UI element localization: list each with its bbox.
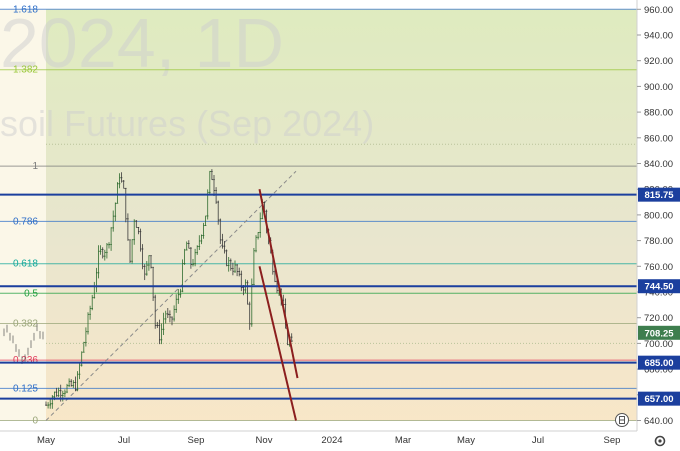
price-tag-657.00: [638, 391, 680, 406]
price-tick-label: 840.00: [644, 159, 673, 170]
price-tick-label: 680.00: [644, 365, 673, 376]
price-tick-label: 940.00: [644, 31, 673, 42]
price-tick-label: 880.00: [644, 108, 673, 119]
horizontal-lines[interactable]: [0, 193, 637, 400]
trendline-path[interactable]: [45, 170, 297, 421]
watermark-subtitle: soil Futures (Sep 2024): [0, 103, 374, 144]
current-price-text: 708.25: [644, 328, 674, 339]
fib-label-1.618: 1.618: [13, 4, 38, 15]
trendline[interactable]: [45, 170, 297, 421]
price-tick-label: 900.00: [644, 82, 673, 93]
price-tick-label: 760.00: [644, 262, 673, 273]
fib-label-0.125: 0.125: [13, 383, 38, 394]
fib-label-0.786: 0.786: [13, 216, 38, 227]
price-tick-label: 920.00: [644, 56, 673, 67]
fib-label-1: 1: [32, 161, 38, 172]
price-tick-label: 720.00: [644, 313, 673, 324]
time-axis-bg: [0, 431, 637, 451]
alarm-clock-icon[interactable]: [615, 413, 629, 427]
fib-label-0: 0: [32, 416, 38, 427]
time-tick-label: Sep: [604, 435, 621, 446]
watermark-title: 2024, 1D: [0, 4, 284, 82]
settings-gear-icon[interactable]: [654, 435, 666, 447]
time-axis[interactable]: May Jul Sep Nov 2024 Mar May Jul Sep: [37, 435, 620, 446]
price-axis-bg: [637, 0, 680, 451]
price-labels: 815.75 744.50 685.00 657.00 708.25: [638, 187, 680, 406]
time-tick-label: Nov: [256, 435, 273, 446]
time-tick-label: Mar: [395, 435, 411, 446]
time-tick-label: Sep: [188, 435, 205, 446]
price-tag-text: 685.00: [644, 358, 673, 369]
current-price-tag: [638, 325, 680, 340]
downtrend-channel[interactable]: [258, 189, 299, 421]
fib-label-0.382: 0.382: [13, 318, 38, 329]
price-tick-label: 700.00: [644, 339, 673, 350]
price-tag-744.50: [638, 279, 680, 294]
price-tick-label: 640.00: [644, 416, 673, 427]
price-tag-text: 815.75: [644, 190, 674, 201]
fib-label-0.618: 0.618: [13, 259, 38, 270]
fib-label-0.236: 0.236: [13, 355, 38, 366]
candles: [3, 169, 293, 409]
time-tick-label: 2024: [321, 435, 342, 446]
fib-label-0.5: 0.5: [24, 288, 38, 299]
time-tick-label: May: [457, 435, 475, 446]
fib-grid-lines: [0, 8, 637, 421]
price-tag-text: 657.00: [644, 394, 673, 405]
price-tick-label: 960.00: [644, 5, 673, 16]
fib-labels: 0 0.125 0.236 0.382 0.5 0.618 0.786 1 1.382 1.618: [13, 4, 38, 426]
price-tick-label: 860.00: [644, 133, 673, 144]
price-tag-text: 744.50: [644, 282, 673, 293]
channel-lower-line[interactable]: [258, 266, 297, 421]
fib-bands: [0, 9, 637, 421]
price-tag-815.75: [638, 187, 680, 202]
fib-shade-left: [0, 9, 46, 421]
time-tick-label: Jul: [532, 435, 544, 446]
fib-label-1.382: 1.382: [13, 65, 38, 76]
time-tick-label: Jul: [118, 435, 130, 446]
price-tag-685.00: [638, 355, 680, 370]
price-tick-label: 800.00: [644, 210, 673, 221]
watermark: 2024, 1D soil Futures (Sep 2024): [0, 4, 374, 144]
time-tick-label: May: [37, 435, 55, 446]
fib-shade: [46, 9, 637, 421]
channel-upper-line[interactable]: [258, 189, 299, 379]
price-tick-label: 780.00: [644, 236, 673, 247]
